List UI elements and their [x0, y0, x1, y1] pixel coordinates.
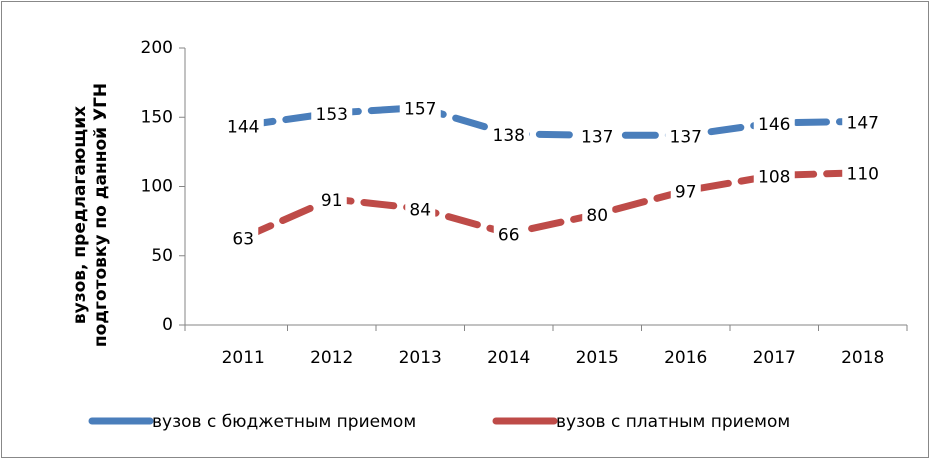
- x-tick-label: 2011: [222, 348, 265, 368]
- data-label: 137: [670, 127, 702, 147]
- data-label: 66: [498, 226, 520, 246]
- data-label-bg: [493, 221, 524, 246]
- x-tick-label: 2015: [576, 348, 619, 368]
- data-label-bg: [576, 123, 618, 148]
- y-tick-label: 200: [141, 38, 173, 58]
- data-label: 91: [321, 191, 343, 211]
- x-tick-label: 2018: [841, 348, 884, 368]
- data-label: 157: [404, 100, 436, 120]
- data-label: 63: [232, 230, 254, 250]
- data-label-bg: [399, 95, 441, 120]
- data-label: 137: [581, 127, 613, 147]
- data-label-bg: [665, 123, 707, 148]
- data-label: 84: [409, 201, 431, 221]
- y-axis-title: вузов, предлагающих подготовку по данной…: [70, 83, 111, 347]
- data-label-bg: [488, 121, 530, 146]
- data-label: 108: [758, 167, 790, 187]
- data-label-bg: [316, 186, 347, 211]
- y-tick-label: 0: [162, 315, 173, 335]
- y-tick-label: 150: [141, 107, 173, 127]
- data-label-bg: [582, 202, 613, 227]
- x-tick-label: 2017: [753, 348, 796, 368]
- data-label-bg: [228, 225, 259, 250]
- x-tick-label: 2016: [664, 348, 707, 368]
- data-label: 146: [758, 115, 790, 135]
- x-tick-label: 2012: [310, 348, 353, 368]
- data-label: 138: [493, 126, 525, 146]
- x-tick-label: 2014: [487, 348, 530, 368]
- data-label-bg: [670, 178, 701, 203]
- data-label: 110: [847, 165, 879, 185]
- data-label-bg: [753, 163, 795, 188]
- data-label-bg: [753, 110, 795, 135]
- data-label-bg: [311, 101, 353, 126]
- y-axis-title-line: подготовку по данной УГН: [91, 83, 111, 347]
- x-tick-label: 2013: [399, 348, 442, 368]
- data-label-bg: [222, 113, 264, 138]
- data-label: 80: [586, 206, 608, 226]
- data-label: 97: [675, 183, 697, 203]
- y-tick-label: 100: [141, 177, 173, 197]
- data-label-bg: [842, 109, 884, 134]
- data-label-bg: [842, 160, 884, 185]
- legend-label: вузов с бюджетным приемом: [152, 412, 416, 432]
- data-label: 144: [227, 118, 259, 138]
- legend-label: вузов с платным приемом: [556, 412, 790, 432]
- y-tick-label: 50: [151, 246, 173, 266]
- data-label: 147: [847, 113, 879, 133]
- y-axis-title-line: вузов, предлагающих: [70, 106, 90, 324]
- data-label-bg: [405, 196, 436, 221]
- data-label: 153: [316, 105, 348, 125]
